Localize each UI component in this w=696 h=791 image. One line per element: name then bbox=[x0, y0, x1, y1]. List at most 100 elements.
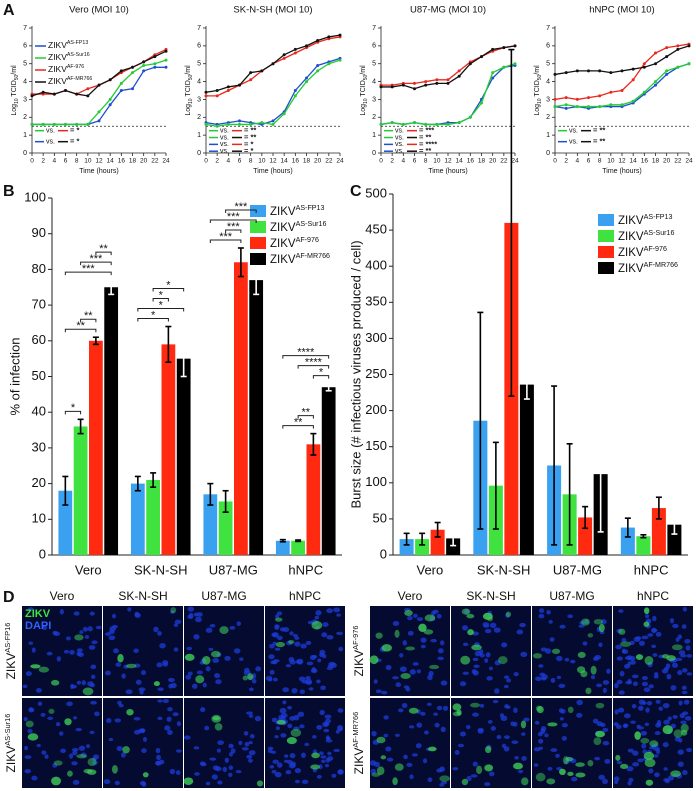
label-base: ZIKV bbox=[48, 64, 67, 74]
nucleus bbox=[409, 669, 416, 675]
significance-bracket bbox=[297, 365, 330, 369]
nucleus bbox=[680, 654, 687, 658]
nucleus bbox=[287, 723, 293, 729]
significance-label: * bbox=[166, 279, 171, 291]
nucleus bbox=[246, 711, 253, 715]
nucleus bbox=[663, 719, 670, 725]
nucleus bbox=[576, 712, 583, 718]
nucleus bbox=[470, 774, 478, 778]
infected-cell bbox=[466, 613, 475, 619]
infected-cell bbox=[111, 765, 118, 774]
infected-cell bbox=[424, 614, 436, 622]
x-tick-label: 4 bbox=[576, 158, 580, 165]
nucleus bbox=[514, 755, 519, 760]
nucleus bbox=[325, 735, 330, 741]
nucleus bbox=[602, 680, 610, 685]
nucleus bbox=[140, 728, 146, 734]
data-point bbox=[598, 69, 602, 73]
data-point bbox=[413, 81, 416, 85]
panel-label: B bbox=[3, 183, 15, 200]
data-point bbox=[390, 121, 394, 125]
nucleus bbox=[499, 713, 505, 718]
nucleus bbox=[254, 715, 262, 722]
infected-cell bbox=[142, 772, 149, 778]
data-point bbox=[338, 58, 342, 62]
x-tick-label: 8 bbox=[424, 158, 428, 165]
panel-label: C bbox=[350, 183, 362, 200]
nucleus bbox=[92, 760, 98, 766]
error-bar bbox=[624, 517, 631, 538]
comparison-result: = * bbox=[70, 137, 79, 146]
nucleus bbox=[651, 644, 657, 649]
significance-label: **** bbox=[305, 357, 323, 369]
legend-label: ZIKVAS-FP13 bbox=[270, 204, 325, 218]
y-axis-label-part: TCID bbox=[360, 80, 367, 98]
data-point bbox=[564, 106, 568, 110]
infected-cell bbox=[581, 618, 590, 626]
label-base: ZIKV bbox=[48, 76, 67, 86]
error-bar bbox=[640, 533, 647, 539]
y-tick-label: 90 bbox=[32, 225, 46, 240]
bar bbox=[104, 287, 119, 555]
infected-cell bbox=[184, 653, 195, 661]
nucleus bbox=[115, 662, 122, 667]
nucleus bbox=[472, 712, 479, 717]
label-superscript: AS-FP16 bbox=[3, 623, 12, 653]
data-point bbox=[41, 90, 45, 94]
micrograph bbox=[103, 606, 183, 696]
nucleus bbox=[157, 716, 163, 721]
nucleus bbox=[116, 745, 123, 752]
y-tick-label: 100 bbox=[365, 474, 387, 489]
bar bbox=[519, 384, 534, 555]
nucleus bbox=[243, 731, 249, 736]
nucleus bbox=[496, 734, 502, 740]
nucleus bbox=[224, 655, 231, 661]
nucleus bbox=[193, 612, 199, 617]
error-bar bbox=[508, 48, 515, 397]
bar bbox=[636, 536, 651, 555]
label-superscript: AS-FP13 bbox=[644, 213, 673, 221]
infected-cell bbox=[276, 719, 286, 725]
nucleus bbox=[274, 647, 281, 651]
nucleus bbox=[399, 666, 407, 672]
infected-cell bbox=[590, 665, 597, 675]
label-superscript: AF-MR766 bbox=[644, 261, 678, 269]
infected-cell bbox=[505, 611, 512, 618]
y-tick-label: 3 bbox=[372, 96, 376, 103]
significance-label: * bbox=[151, 309, 156, 321]
nucleus bbox=[133, 717, 141, 721]
label-superscript: AF-MR766 bbox=[351, 712, 360, 748]
nucleus bbox=[251, 678, 257, 684]
infected-cell bbox=[38, 666, 50, 673]
significance-label: ** bbox=[76, 320, 85, 332]
data-point bbox=[164, 49, 168, 53]
infected-cell bbox=[643, 621, 650, 627]
nucleus bbox=[327, 751, 332, 756]
nucleus bbox=[103, 779, 111, 785]
infected-cell bbox=[618, 628, 626, 635]
error-bar bbox=[434, 521, 441, 538]
infected-cell bbox=[575, 762, 585, 767]
infected-cell bbox=[392, 777, 398, 786]
nucleus bbox=[685, 645, 691, 651]
data-point bbox=[142, 64, 146, 67]
data-point bbox=[553, 97, 557, 101]
infected-cell bbox=[371, 772, 381, 777]
nucleus bbox=[632, 750, 639, 756]
y-tick-label: 7 bbox=[197, 25, 201, 32]
nucleus bbox=[632, 762, 640, 767]
infected-cell bbox=[256, 780, 264, 787]
nucleus bbox=[535, 676, 542, 682]
nucleus bbox=[547, 766, 553, 771]
nucleus bbox=[292, 633, 298, 638]
error-bar bbox=[310, 432, 317, 456]
nucleus bbox=[677, 669, 683, 676]
nucleus bbox=[413, 613, 418, 618]
infected-cell bbox=[640, 737, 650, 744]
nucleus bbox=[248, 758, 253, 763]
data-point bbox=[215, 94, 219, 98]
nucleus bbox=[680, 720, 687, 725]
nucleus bbox=[602, 741, 610, 746]
x-tick-label: U87-MG bbox=[209, 562, 258, 577]
nucleus bbox=[440, 781, 448, 785]
